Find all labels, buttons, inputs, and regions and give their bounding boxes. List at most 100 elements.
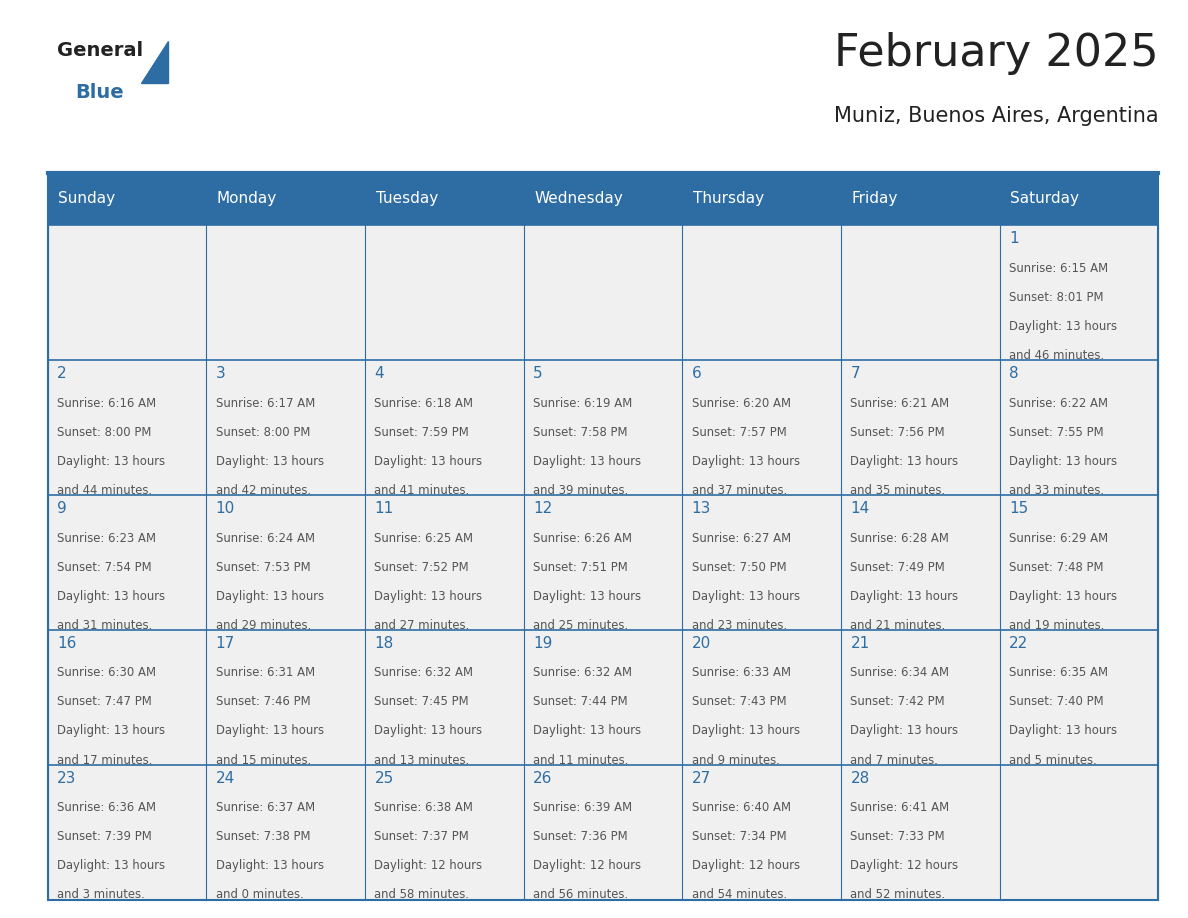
FancyBboxPatch shape [524,765,682,900]
Text: 23: 23 [57,771,76,786]
Text: and 44 minutes.: and 44 minutes. [57,484,152,497]
Text: and 58 minutes.: and 58 minutes. [374,889,469,901]
FancyBboxPatch shape [682,225,841,360]
Text: Thursday: Thursday [693,191,764,207]
FancyBboxPatch shape [682,360,841,495]
Text: Tuesday: Tuesday [375,191,438,207]
FancyBboxPatch shape [48,360,207,495]
Text: Daylight: 13 hours: Daylight: 13 hours [533,589,642,602]
FancyBboxPatch shape [365,360,524,495]
FancyBboxPatch shape [999,225,1158,360]
FancyBboxPatch shape [999,630,1158,765]
Text: 20: 20 [691,636,710,651]
Text: and 11 minutes.: and 11 minutes. [533,754,628,767]
Polygon shape [141,41,168,83]
FancyBboxPatch shape [207,630,365,765]
Text: Sunrise: 6:19 AM: Sunrise: 6:19 AM [533,397,632,409]
Text: and 7 minutes.: and 7 minutes. [851,754,939,767]
Text: Sunset: 7:37 PM: Sunset: 7:37 PM [374,831,469,844]
Text: 14: 14 [851,501,870,516]
Text: Sunset: 8:00 PM: Sunset: 8:00 PM [57,426,151,439]
Text: 19: 19 [533,636,552,651]
Text: Sunrise: 6:27 AM: Sunrise: 6:27 AM [691,532,791,544]
FancyBboxPatch shape [365,630,524,765]
Text: Sunrise: 6:20 AM: Sunrise: 6:20 AM [691,397,791,409]
Text: Sunrise: 6:16 AM: Sunrise: 6:16 AM [57,397,156,409]
FancyBboxPatch shape [207,225,365,360]
Text: General: General [57,41,143,61]
Text: and 17 minutes.: and 17 minutes. [57,754,152,767]
Text: and 35 minutes.: and 35 minutes. [851,484,946,497]
Text: Sunset: 7:38 PM: Sunset: 7:38 PM [216,831,310,844]
Text: Sunrise: 6:26 AM: Sunrise: 6:26 AM [533,532,632,544]
Text: Saturday: Saturday [1010,191,1080,207]
Text: Daylight: 13 hours: Daylight: 13 hours [1009,589,1117,602]
Text: 9: 9 [57,501,67,516]
Text: Sunrise: 6:41 AM: Sunrise: 6:41 AM [851,801,949,814]
Text: Sunrise: 6:30 AM: Sunrise: 6:30 AM [57,666,156,679]
Text: 10: 10 [216,501,235,516]
Text: Sunrise: 6:28 AM: Sunrise: 6:28 AM [851,532,949,544]
Text: 11: 11 [374,501,393,516]
Text: and 33 minutes.: and 33 minutes. [1009,484,1105,497]
Text: and 23 minutes.: and 23 minutes. [691,619,786,632]
Text: Daylight: 13 hours: Daylight: 13 hours [57,589,165,602]
Text: Sunset: 7:55 PM: Sunset: 7:55 PM [1009,426,1104,439]
FancyBboxPatch shape [48,173,1158,225]
Text: Daylight: 13 hours: Daylight: 13 hours [374,724,482,737]
Text: Daylight: 13 hours: Daylight: 13 hours [533,454,642,467]
FancyBboxPatch shape [841,765,999,900]
Text: Sunset: 8:01 PM: Sunset: 8:01 PM [1009,291,1104,304]
Text: 7: 7 [851,366,860,381]
Text: and 39 minutes.: and 39 minutes. [533,484,628,497]
Text: and 21 minutes.: and 21 minutes. [851,619,946,632]
FancyBboxPatch shape [524,225,682,360]
Text: Wednesday: Wednesday [535,191,623,207]
Text: Sunrise: 6:32 AM: Sunrise: 6:32 AM [533,666,632,679]
FancyBboxPatch shape [207,360,365,495]
Text: and 31 minutes.: and 31 minutes. [57,619,152,632]
Text: 16: 16 [57,636,76,651]
FancyBboxPatch shape [841,495,999,630]
Text: 24: 24 [216,771,235,786]
Text: Sunset: 8:00 PM: Sunset: 8:00 PM [216,426,310,439]
Text: 21: 21 [851,636,870,651]
Text: and 41 minutes.: and 41 minutes. [374,484,469,497]
Text: Sunset: 7:53 PM: Sunset: 7:53 PM [216,561,310,574]
Text: Sunday: Sunday [58,191,115,207]
Text: Sunrise: 6:15 AM: Sunrise: 6:15 AM [1009,262,1108,274]
Text: Daylight: 13 hours: Daylight: 13 hours [691,724,800,737]
Text: Sunrise: 6:32 AM: Sunrise: 6:32 AM [374,666,473,679]
Text: Sunrise: 6:38 AM: Sunrise: 6:38 AM [374,801,473,814]
Text: and 13 minutes.: and 13 minutes. [374,754,469,767]
Text: Sunset: 7:48 PM: Sunset: 7:48 PM [1009,561,1104,574]
Text: 26: 26 [533,771,552,786]
Text: Sunrise: 6:22 AM: Sunrise: 6:22 AM [1009,397,1108,409]
Text: Sunset: 7:39 PM: Sunset: 7:39 PM [57,831,152,844]
Text: and 52 minutes.: and 52 minutes. [851,889,946,901]
Text: 6: 6 [691,366,701,381]
Text: and 9 minutes.: and 9 minutes. [691,754,779,767]
Text: Sunrise: 6:37 AM: Sunrise: 6:37 AM [216,801,315,814]
Text: Sunset: 7:51 PM: Sunset: 7:51 PM [533,561,627,574]
Text: Daylight: 12 hours: Daylight: 12 hours [533,859,642,872]
Text: and 15 minutes.: and 15 minutes. [216,754,311,767]
Text: and 3 minutes.: and 3 minutes. [57,889,145,901]
Text: Sunrise: 6:21 AM: Sunrise: 6:21 AM [851,397,949,409]
Text: Sunset: 7:40 PM: Sunset: 7:40 PM [1009,696,1104,709]
Text: Daylight: 13 hours: Daylight: 13 hours [1009,454,1117,467]
Text: Sunset: 7:52 PM: Sunset: 7:52 PM [374,561,469,574]
Text: Daylight: 13 hours: Daylight: 13 hours [851,454,959,467]
Text: Sunset: 7:59 PM: Sunset: 7:59 PM [374,426,469,439]
Text: 28: 28 [851,771,870,786]
Text: Daylight: 13 hours: Daylight: 13 hours [57,454,165,467]
FancyBboxPatch shape [682,765,841,900]
Text: and 5 minutes.: and 5 minutes. [1009,754,1097,767]
Text: 13: 13 [691,501,712,516]
FancyBboxPatch shape [999,360,1158,495]
Text: and 0 minutes.: and 0 minutes. [216,889,303,901]
Text: Sunset: 7:42 PM: Sunset: 7:42 PM [851,696,946,709]
Text: Sunset: 7:49 PM: Sunset: 7:49 PM [851,561,946,574]
Text: Sunset: 7:54 PM: Sunset: 7:54 PM [57,561,152,574]
Text: Daylight: 13 hours: Daylight: 13 hours [216,589,323,602]
